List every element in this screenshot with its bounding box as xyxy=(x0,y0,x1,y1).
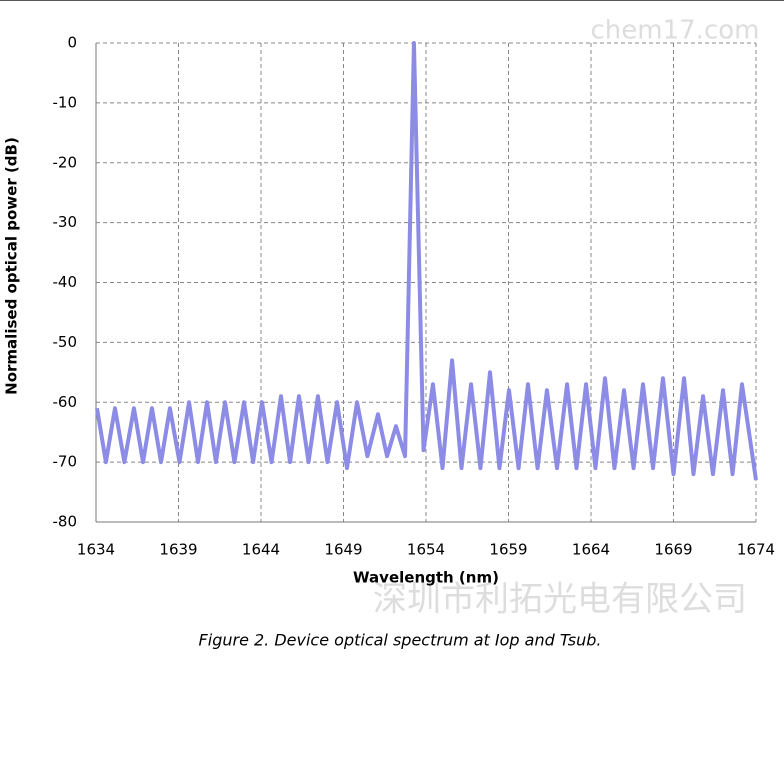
x-tick-label: 1634 xyxy=(77,541,115,559)
x-tick-label: 1644 xyxy=(242,541,280,559)
y-tick-label: -10 xyxy=(53,93,78,111)
x-tick-label: 1669 xyxy=(654,541,692,559)
spectrum-line xyxy=(95,41,758,481)
x-tick-label: 1674 xyxy=(737,541,775,559)
y-tick-label: -70 xyxy=(53,453,78,471)
y-tick-label: -60 xyxy=(53,393,78,411)
watermark: chem17.com xyxy=(591,16,760,46)
y-tick-label: -50 xyxy=(53,333,78,351)
y-axis-label: Normalised optical power (dB) xyxy=(3,137,21,395)
y-tick-label: -80 xyxy=(53,513,78,531)
x-tick-label: 1659 xyxy=(489,541,527,559)
x-tick-label: 1639 xyxy=(159,541,197,559)
y-tick-label: 0 xyxy=(67,34,77,52)
y-tick-label: -30 xyxy=(53,213,78,231)
y-tick-label: -40 xyxy=(53,273,78,291)
x-axis-label: Wavelength (nm) xyxy=(353,569,499,587)
y-tick-label: -20 xyxy=(53,153,78,171)
x-tick-label: 1664 xyxy=(572,541,610,559)
caption: Figure 2. Device optical spectrum at Iop… xyxy=(199,631,602,650)
x-tick-label: 1654 xyxy=(407,541,445,559)
x-tick-label: 1649 xyxy=(324,541,362,559)
watermark: 深圳市利拓光电有限公司 xyxy=(373,580,747,620)
